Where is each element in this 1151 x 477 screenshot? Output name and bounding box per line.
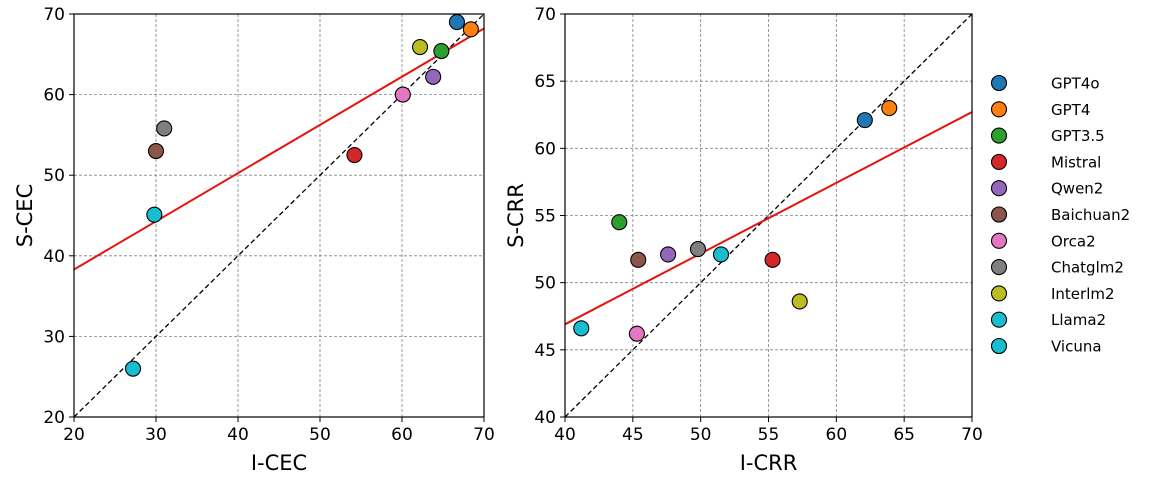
- data-point: [611, 214, 628, 231]
- legend-label: GPT3.5: [1051, 127, 1105, 145]
- data-point: [764, 251, 781, 268]
- chart-icrr-vs-scrr: 40 45 50 55 60 65 70 40 45 50 55 60 65 70 I-CRR S-CRR: [504, 5, 983, 475]
- data-point: [433, 43, 450, 60]
- legend-label: GPT4o: [1051, 75, 1100, 93]
- legend-label: Vicuna: [1051, 338, 1102, 356]
- y-tick-label: 50: [43, 166, 65, 186]
- legend-label: Qwen2: [1051, 180, 1103, 198]
- legend-marker: [990, 153, 1008, 170]
- legend-label: Baichuan2: [1051, 206, 1130, 224]
- legend-marker: [990, 285, 1008, 302]
- data-point: [628, 325, 645, 342]
- data-point: [630, 251, 647, 268]
- x-tick-label: 40: [227, 425, 249, 445]
- y-tick-label: 40: [534, 408, 556, 428]
- data-point: [425, 68, 442, 85]
- x-tick-label: 70: [961, 425, 983, 445]
- legend-entry: Chatglm2: [990, 259, 1124, 277]
- x-tick-label: 55: [758, 425, 780, 445]
- legend: GPT4o GPT4 GPT3.5 Mistral Qwen2 Baichuan2 Orca…: [990, 74, 1130, 356]
- y-tick-label: 20: [43, 408, 65, 428]
- data-point: [156, 120, 173, 137]
- data-point: [146, 206, 163, 223]
- x-tick-label: 30: [145, 425, 167, 445]
- x-tick-label: 65: [893, 425, 915, 445]
- data-point: [394, 86, 411, 103]
- legend-marker: [990, 101, 1008, 118]
- data-point: [856, 112, 873, 129]
- data-point: [411, 38, 429, 56]
- x-tick-label: 40: [554, 425, 576, 445]
- legend-marker: [990, 74, 1008, 92]
- data-point: [448, 14, 465, 31]
- data-point: [462, 21, 479, 38]
- legend-label: Llama2: [1051, 311, 1106, 329]
- legend-entry: Baichuan2: [990, 206, 1130, 224]
- legend-label: Chatglm2: [1051, 259, 1124, 277]
- y-tick-label: 70: [43, 5, 65, 25]
- data-point: [660, 246, 677, 263]
- data-point: [689, 241, 707, 258]
- legend-entry: Mistral: [990, 153, 1101, 171]
- x-tick-label: 50: [309, 425, 331, 445]
- data-point: [881, 99, 898, 117]
- y-tick-label: 70: [534, 5, 556, 25]
- reference-line: [74, 14, 484, 417]
- x-tick-label: 20: [63, 425, 85, 445]
- x-tick-label: 60: [826, 425, 848, 445]
- y-tick-label: 50: [534, 274, 556, 294]
- y-tick-label: 60: [534, 139, 556, 159]
- legend-entry: Interlm2: [990, 285, 1115, 303]
- legend-marker: [990, 232, 1008, 249]
- y-axis-label: S-CEC: [13, 184, 37, 248]
- y-axis-label: S-CRR: [504, 183, 528, 248]
- legend-marker: [990, 311, 1008, 328]
- x-tick-label: 50: [690, 425, 712, 445]
- legend-entry: Llama2: [990, 311, 1106, 329]
- legend-label: Interlm2: [1051, 285, 1115, 303]
- legend-label: GPT4: [1051, 101, 1090, 119]
- data-point: [791, 293, 808, 310]
- data-point: [712, 246, 730, 263]
- x-tick-label: 70: [473, 425, 495, 445]
- legend-marker: [990, 337, 1008, 355]
- legend-entry: GPT4: [990, 101, 1090, 119]
- y-tick-label: 55: [534, 207, 556, 227]
- legend-marker: [990, 127, 1008, 144]
- fit-line: [565, 111, 972, 326]
- fit-line: [74, 27, 484, 271]
- x-tick-label: 45: [622, 425, 644, 445]
- data-point: [124, 360, 142, 377]
- x-tick-label: 60: [391, 425, 413, 445]
- legend-label: Mistral: [1051, 153, 1101, 171]
- legend-marker: [990, 180, 1008, 197]
- data-point: [573, 320, 590, 337]
- y-tick-label: 60: [43, 86, 65, 106]
- y-tick-label: 30: [43, 327, 65, 347]
- plot-frame: [73, 13, 485, 418]
- legend-marker: [990, 206, 1008, 223]
- y-tick-label: 45: [534, 341, 556, 361]
- legend-entry: Orca2: [990, 232, 1096, 250]
- legend-label: Orca2: [1051, 232, 1096, 250]
- legend-entry: Vicuna: [990, 337, 1102, 356]
- x-axis-label: I-CEC: [251, 451, 307, 475]
- chart-icec-vs-scec: 20 30 40 50 60 70 20 30 40 50 60 70 I-CEC S-CEC: [13, 5, 495, 475]
- legend-entry: Qwen2: [990, 180, 1103, 198]
- x-axis-label: I-CRR: [740, 451, 798, 475]
- y-tick-label: 40: [43, 247, 65, 267]
- legend-marker: [990, 259, 1008, 276]
- data-point: [346, 147, 363, 164]
- data-point: [147, 142, 165, 160]
- legend-entry: GPT3.5: [990, 127, 1105, 145]
- legend-entry: GPT4o: [990, 74, 1100, 93]
- grid: [564, 13, 973, 418]
- y-tick-label: 65: [534, 72, 556, 92]
